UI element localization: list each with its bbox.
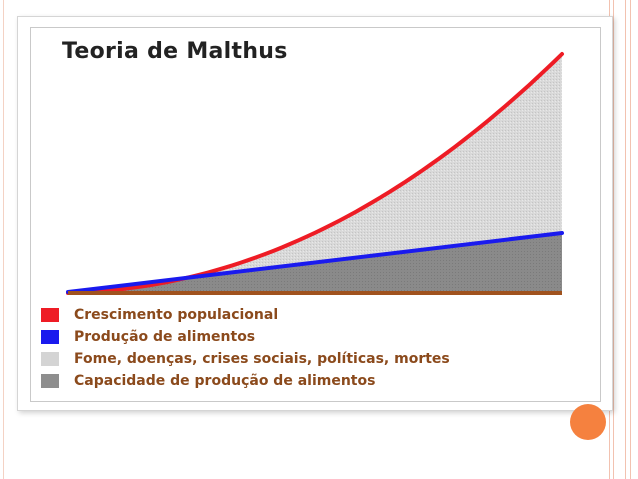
legend-label: Produção de alimentos [74, 329, 256, 345]
diagram-panel: Teoria de Malthus C [30, 27, 601, 402]
hunger-crisis-area [68, 54, 562, 293]
population-curve [66, 52, 564, 295]
slide-border-line [613, 0, 614, 479]
legend-label: Crescimento populacional [74, 307, 279, 323]
legend-label: Capacidade de produção de alimentos [74, 373, 376, 389]
legend-item-capacity: Capacidade de produção de alimentos [41, 370, 450, 392]
blue-swatch [41, 330, 59, 344]
legend-label: Fome, doenças, crises sociais, políticas… [74, 351, 450, 367]
malthus-diagram [66, 52, 564, 295]
red-swatch [41, 308, 59, 322]
slide-border-line [625, 0, 626, 479]
diagram-title: Teoria de Malthus [62, 39, 288, 64]
orange-dot [570, 404, 606, 440]
food-production-line [66, 231, 564, 294]
legend-item-population: Crescimento populacional [41, 304, 450, 326]
slide-left-rule [3, 0, 4, 479]
legend-item-hunger: Fome, doenças, crises sociais, políticas… [41, 348, 450, 370]
legend-item-food: Produção de alimentos [41, 326, 450, 348]
dark-gray-swatch [41, 374, 59, 388]
legend: Crescimento populacional Produção de ali… [41, 304, 450, 392]
light-gray-swatch [41, 352, 59, 366]
picture-frame: Teoria de Malthus C [17, 16, 613, 411]
slide-border-line [630, 0, 631, 479]
